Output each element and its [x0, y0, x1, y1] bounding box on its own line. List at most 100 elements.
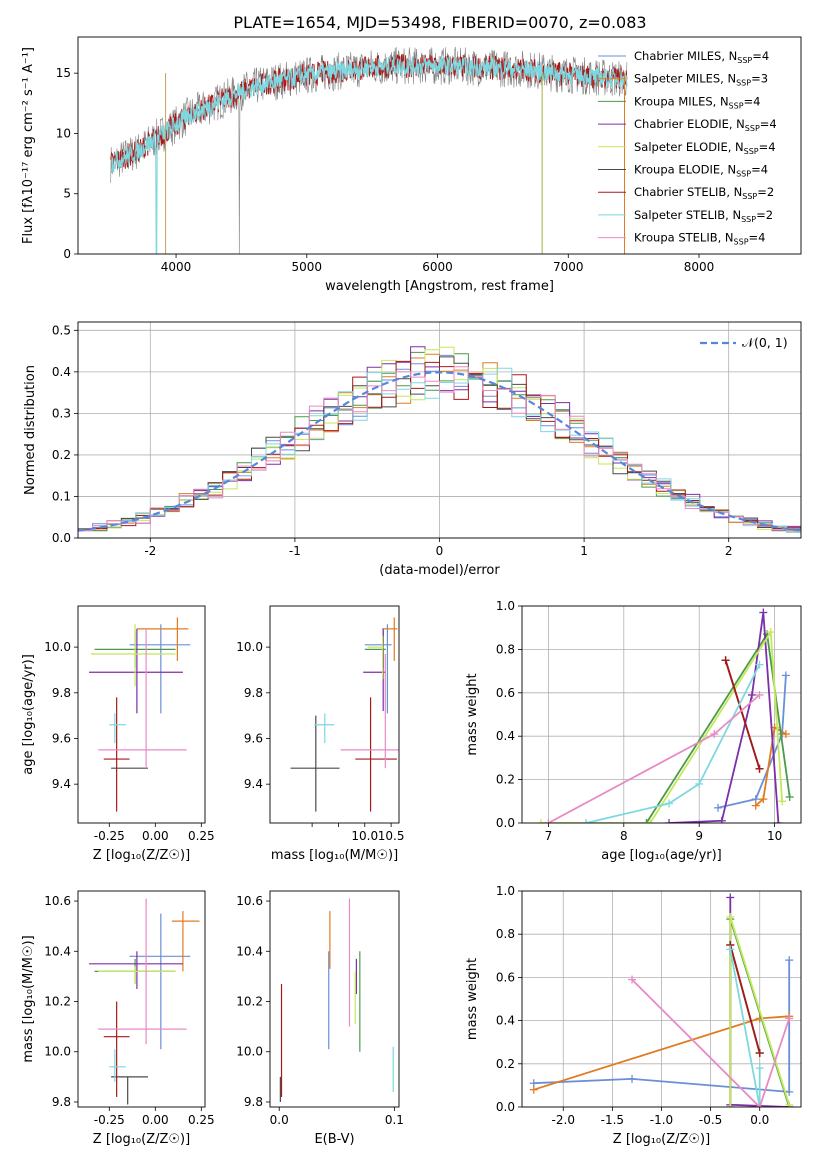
weight-line [724, 660, 761, 770]
panel-mass_vs_Z: -0.25 0.00 0.25 9.8 10.0 10.2 10.4 10.6 Z [log₁₀… [21, 890, 215, 1147]
y-tick-label: 10.0 [236, 640, 263, 654]
y-tick-label: 0.8 [496, 927, 515, 941]
y-tick-label: 0.6 [496, 686, 515, 700]
plot-area [536, 608, 794, 823]
y-tick-label: 0.4 [496, 729, 515, 743]
weight-line [729, 944, 761, 1054]
x-tick-label: -0.5 [699, 1113, 722, 1127]
x-tick-label: 8000 [684, 260, 715, 274]
x-tick-label: -2 [144, 544, 156, 558]
legend-label: Chabrier MILES, NSSP=4 [634, 49, 769, 65]
y-tick-label: 10.2 [44, 995, 71, 1009]
y-tick-label: 0.0 [52, 531, 71, 545]
legend-label: Salpeter ELODIE, NSSP=4 [634, 140, 776, 156]
figure-title: PLATE=1654, MJD=53498, FIBERID=0070, z=0… [233, 13, 646, 32]
y-axis-label: mass weight [465, 673, 480, 755]
y-axis-label: mass [log₁₀(M/M☉)] [21, 935, 36, 1062]
x-tick-label: 1 [580, 544, 588, 558]
y-tick-label: 0.1 [52, 489, 71, 503]
plot-area [529, 893, 794, 1107]
y-tick-label: 10.4 [236, 944, 263, 958]
plot-area [89, 898, 200, 1105]
y-tick-label: 10.2 [236, 995, 263, 1009]
normal-curve [78, 371, 801, 532]
x-axis-label: Z [log₁₀(Z/Z☉)] [93, 1132, 190, 1147]
histogram-step [78, 366, 801, 536]
y-tick-label: 0.0 [496, 1100, 515, 1114]
panel-spectrum: 4000 5000 6000 7000 8000 0 5 10 15 wavelength [An… [21, 36, 802, 294]
y-tick-label: 0.5 [52, 323, 71, 337]
y-tick-label: 10.0 [44, 640, 71, 654]
y-tick-label: 0.8 [496, 642, 515, 656]
legend-label: Salpeter MILES, NSSP=3 [634, 72, 768, 88]
plot-area [89, 617, 191, 812]
weight-line [547, 694, 761, 823]
y-tick-label: 10.0 [44, 1045, 71, 1059]
y-tick-label: 10.6 [44, 894, 71, 908]
x-tick-label: 0 [436, 544, 444, 558]
weight-line [729, 949, 761, 1107]
x-tick-label: 10 [767, 829, 782, 843]
plot-area [290, 617, 399, 812]
plot-area [110, 46, 628, 254]
plot-area [78, 346, 801, 537]
y-tick-label: 0.2 [496, 773, 515, 787]
y-tick-label: 9.8 [52, 1095, 71, 1109]
y-tick-label: 9.4 [52, 777, 71, 791]
plot-frame [77, 36, 802, 255]
y-tick-label: 0.6 [496, 970, 515, 984]
y-tick-label: 9.6 [244, 731, 263, 745]
x-axis-label: age [log₁₀(age/yr)] [601, 848, 722, 863]
legend-label: Chabrier STELIB, NSSP=2 [634, 185, 774, 201]
y-tick-label: 10.6 [236, 894, 263, 908]
y-tick-label: 0.0 [496, 816, 515, 830]
x-tick-label: -1 [289, 544, 301, 558]
x-axis-label: (data-model)/error [379, 563, 500, 578]
y-tick-label: 10 [56, 126, 71, 140]
plot-frame [77, 605, 206, 824]
plot-frame [521, 605, 802, 824]
plot-frame [77, 890, 206, 1108]
y-tick-label: 10.4 [44, 944, 71, 958]
x-tick-label: 2 [725, 544, 733, 558]
x-tick-label: 0.25 [188, 1113, 215, 1127]
y-tick-label: 9.8 [52, 686, 71, 700]
x-tick-label: -0.25 [94, 1113, 125, 1127]
y-tick-label: 9.6 [52, 731, 71, 745]
y-axis-label: mass weight [465, 958, 480, 1040]
weight-line [540, 629, 783, 823]
x-tick-label: 4000 [161, 260, 192, 274]
y-tick-label: 0.2 [496, 1057, 515, 1071]
y-tick-label: 0.4 [52, 365, 71, 379]
weight-line [533, 960, 791, 1093]
x-axis-label: wavelength [Angstrom, rest frame] [325, 279, 554, 294]
legend-label: Kroupa STELIB, NSSP=4 [634, 231, 765, 247]
spectrum-trace [110, 55, 628, 254]
x-tick-label: 7000 [553, 260, 584, 274]
y-tick-label: 9.8 [244, 1095, 263, 1109]
panel-mass_vs_ebv: 0.0 0.1 9.8 10.0 10.2 10.4 10.6 E(B-V) [236, 890, 404, 1147]
y-axis-label: age [log₁₀(age/yr)] [21, 654, 36, 775]
plot-frame [269, 890, 400, 1108]
y-axis-label: Normed distribution [23, 365, 38, 495]
x-tick-label: -1.0 [650, 1113, 673, 1127]
x-tick-label: 7 [545, 829, 553, 843]
y-tick-label: 5 [63, 187, 71, 201]
y-tick-label: 0.2 [52, 448, 71, 462]
x-tick-label: 0.1 [385, 1113, 404, 1127]
y-tick-label: 0.4 [496, 1014, 515, 1028]
x-axis-label: Z [log₁₀(Z/Z☉)] [613, 1132, 710, 1147]
plot-frame [269, 605, 400, 824]
legend-label: 𝒩(0, 1) [742, 335, 788, 350]
panel-mass_weight_vs_Z: -2.0 -1.5 -1.0 -0.5 0.0 0.0 0.2 0.4 0.6 0.8 1.0 Z [… [465, 884, 802, 1147]
legend-label: Chabrier ELODIE, NSSP=4 [634, 117, 777, 133]
x-tick-label: 6000 [422, 260, 453, 274]
weight-line [585, 664, 761, 823]
y-tick-label: 0 [63, 247, 71, 261]
x-tick-label: 9 [695, 829, 703, 843]
plot-area [279, 898, 394, 1102]
x-tick-label: 0.0 [270, 1113, 289, 1127]
x-axis-label: Z [log₁₀(Z/Z☉)] [93, 848, 190, 863]
